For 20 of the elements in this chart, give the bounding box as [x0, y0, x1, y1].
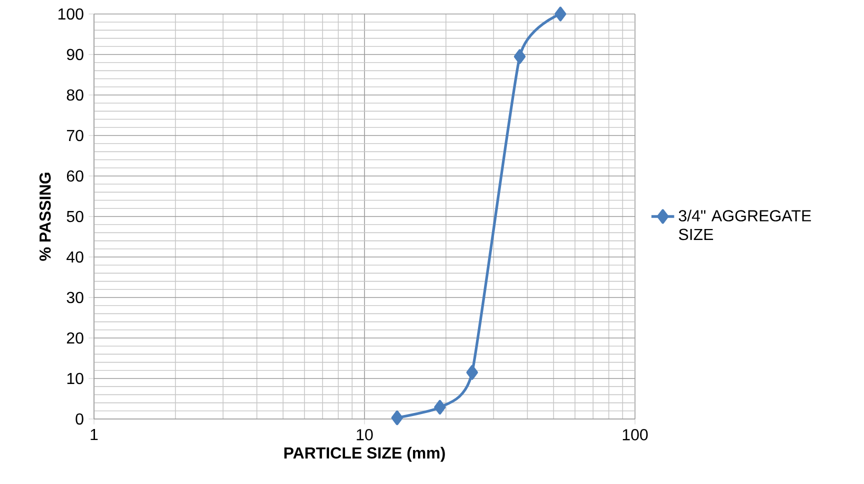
legend-label: 3/4" AGGREGATE SIZE: [678, 210, 811, 240]
y-tick-label: 30: [66, 292, 84, 304]
x-axis-title: PARTICLE SIZE (mm): [284, 446, 445, 462]
y-tick-label: 50: [66, 210, 84, 222]
y-tick-label: 100: [58, 8, 84, 20]
y-tick-label: 20: [66, 332, 84, 344]
y-tick-label: 60: [66, 170, 84, 182]
x-tick-label: 100: [622, 429, 648, 440]
y-tick-label: 70: [66, 130, 84, 142]
y-axis-title: % PASSING: [39, 172, 51, 261]
point: [391, 410, 403, 426]
y-tick-label: 10: [67, 372, 84, 384]
y-tick-label: 90: [66, 48, 84, 60]
x-tick-label: 1: [90, 429, 98, 440]
x-tick-label: 10: [356, 429, 373, 440]
point: [514, 49, 526, 64]
y-tick-label: 0: [76, 413, 84, 425]
y-tick-label: 80: [66, 89, 84, 101]
y-tick-label: 40: [66, 251, 84, 263]
point: [554, 6, 566, 22]
